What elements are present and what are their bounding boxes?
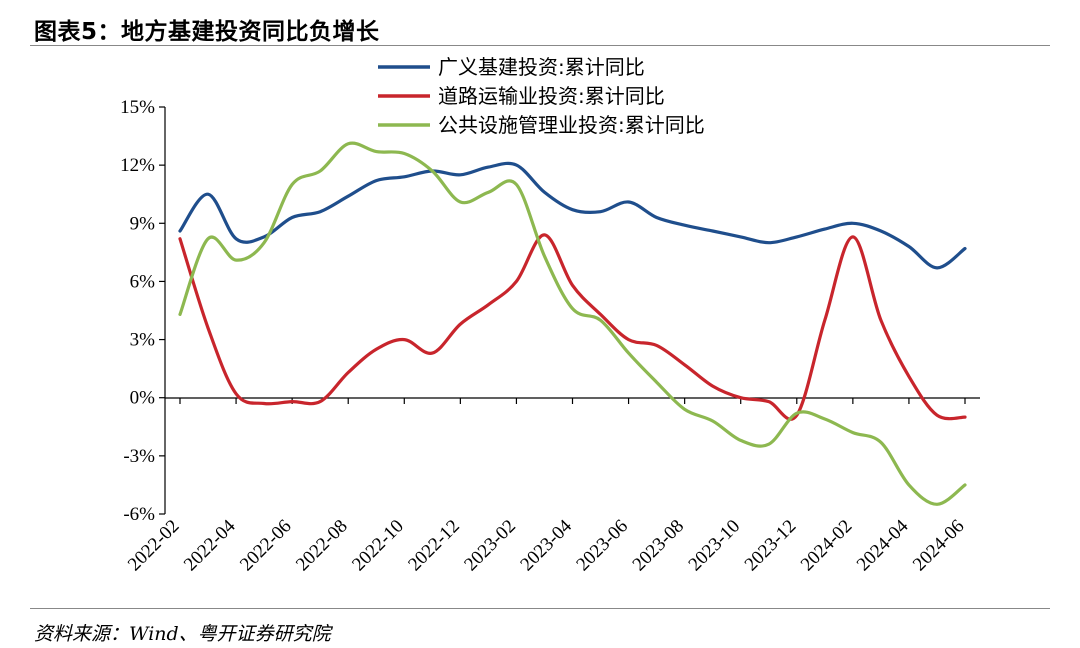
legend-label: 道路运输业投资:累计同比	[438, 84, 665, 108]
x-tick-label: 2023-08	[629, 516, 689, 576]
x-tick-label: 2022-06	[236, 516, 296, 576]
x-tick-label: 2022-08	[292, 516, 352, 576]
y-tick-label: -6%	[123, 504, 155, 525]
y-tick-label: 9%	[130, 213, 156, 234]
bottom-rule	[30, 608, 1050, 609]
x-tick-label: 2023-06	[572, 516, 632, 576]
y-tick-label: 15%	[120, 97, 155, 118]
x-tick-label: 2023-12	[741, 516, 801, 576]
y-tick-label: 3%	[130, 330, 156, 351]
x-tick-label: 2023-04	[516, 515, 576, 575]
chart-axes: -6%-3%0%3%6%9%12%15%2022-022022-042022-0…	[120, 97, 980, 575]
x-tick-label: 2023-10	[685, 516, 745, 576]
chart-series	[178, 141, 967, 506]
x-tick-label: 2022-10	[348, 516, 408, 576]
series-line-road-transport	[178, 233, 967, 421]
y-tick-label: 12%	[120, 155, 155, 176]
y-tick-label: 6%	[130, 271, 156, 292]
y-tick-label: -3%	[123, 446, 155, 467]
y-tick-label: 0%	[130, 388, 156, 409]
x-tick-label: 2024-06	[909, 516, 969, 576]
figure-title: 图表5：地方基建投资同比负增长	[34, 19, 380, 45]
x-tick-label: 2024-04	[853, 515, 913, 575]
x-tick-label: 2023-02	[460, 516, 520, 576]
x-tick-label: 2022-12	[404, 516, 464, 576]
x-tick-label: 2022-04	[180, 515, 240, 575]
legend-label: 公共设施管理业投资:累计同比	[438, 113, 705, 137]
series-line-public-facilities	[178, 141, 967, 506]
series-line-infrastructure	[178, 161, 967, 270]
x-tick-label: 2024-02	[797, 516, 857, 576]
legend-label: 广义基建投资:累计同比	[438, 55, 645, 79]
source-note: 资料来源：Wind、粤开证券研究院	[34, 623, 331, 645]
top-rule	[30, 45, 1050, 46]
